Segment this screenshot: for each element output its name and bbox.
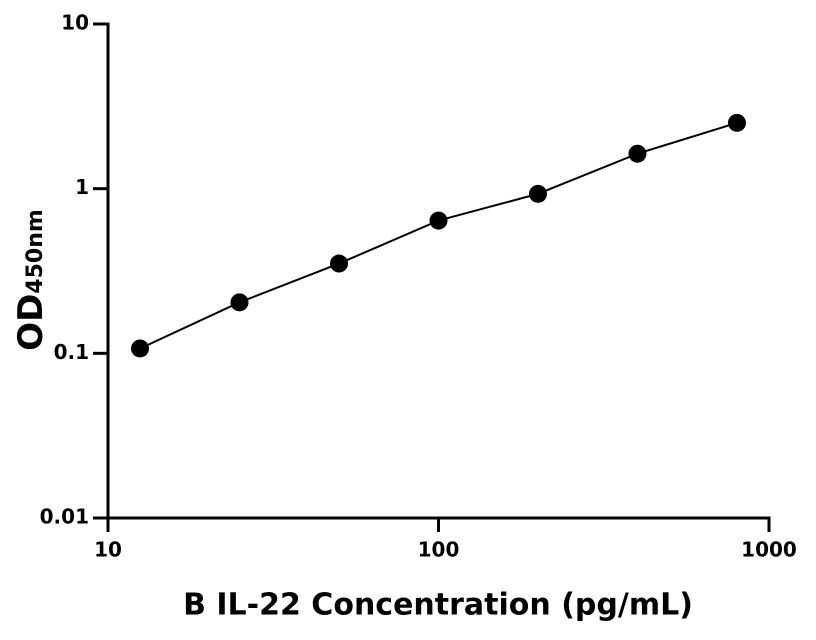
y-axis-title-sub: 450nm <box>23 209 48 294</box>
data-point <box>330 254 349 273</box>
data-point <box>429 211 448 230</box>
y-axis-title: OD450nm <box>11 209 51 351</box>
y-tick-label: 1 <box>75 175 89 199</box>
fit-line <box>139 121 738 350</box>
y-tick-label: 0.01 <box>40 505 89 529</box>
y-tick-label: 0.1 <box>54 340 89 364</box>
x-tick-label: 10 <box>94 538 122 562</box>
x-tick-label: 100 <box>418 538 460 562</box>
data-point <box>131 339 150 358</box>
x-tick-label: 1000 <box>741 538 797 562</box>
x-axis-title: B IL-22 Concentration (pg/mL) <box>183 588 693 623</box>
y-tick-label: 10 <box>61 11 89 35</box>
data-point <box>230 293 249 312</box>
data-point <box>727 113 746 132</box>
data-point <box>528 184 547 203</box>
data-point <box>628 144 647 163</box>
y-axis-title-main: OD <box>11 294 51 351</box>
